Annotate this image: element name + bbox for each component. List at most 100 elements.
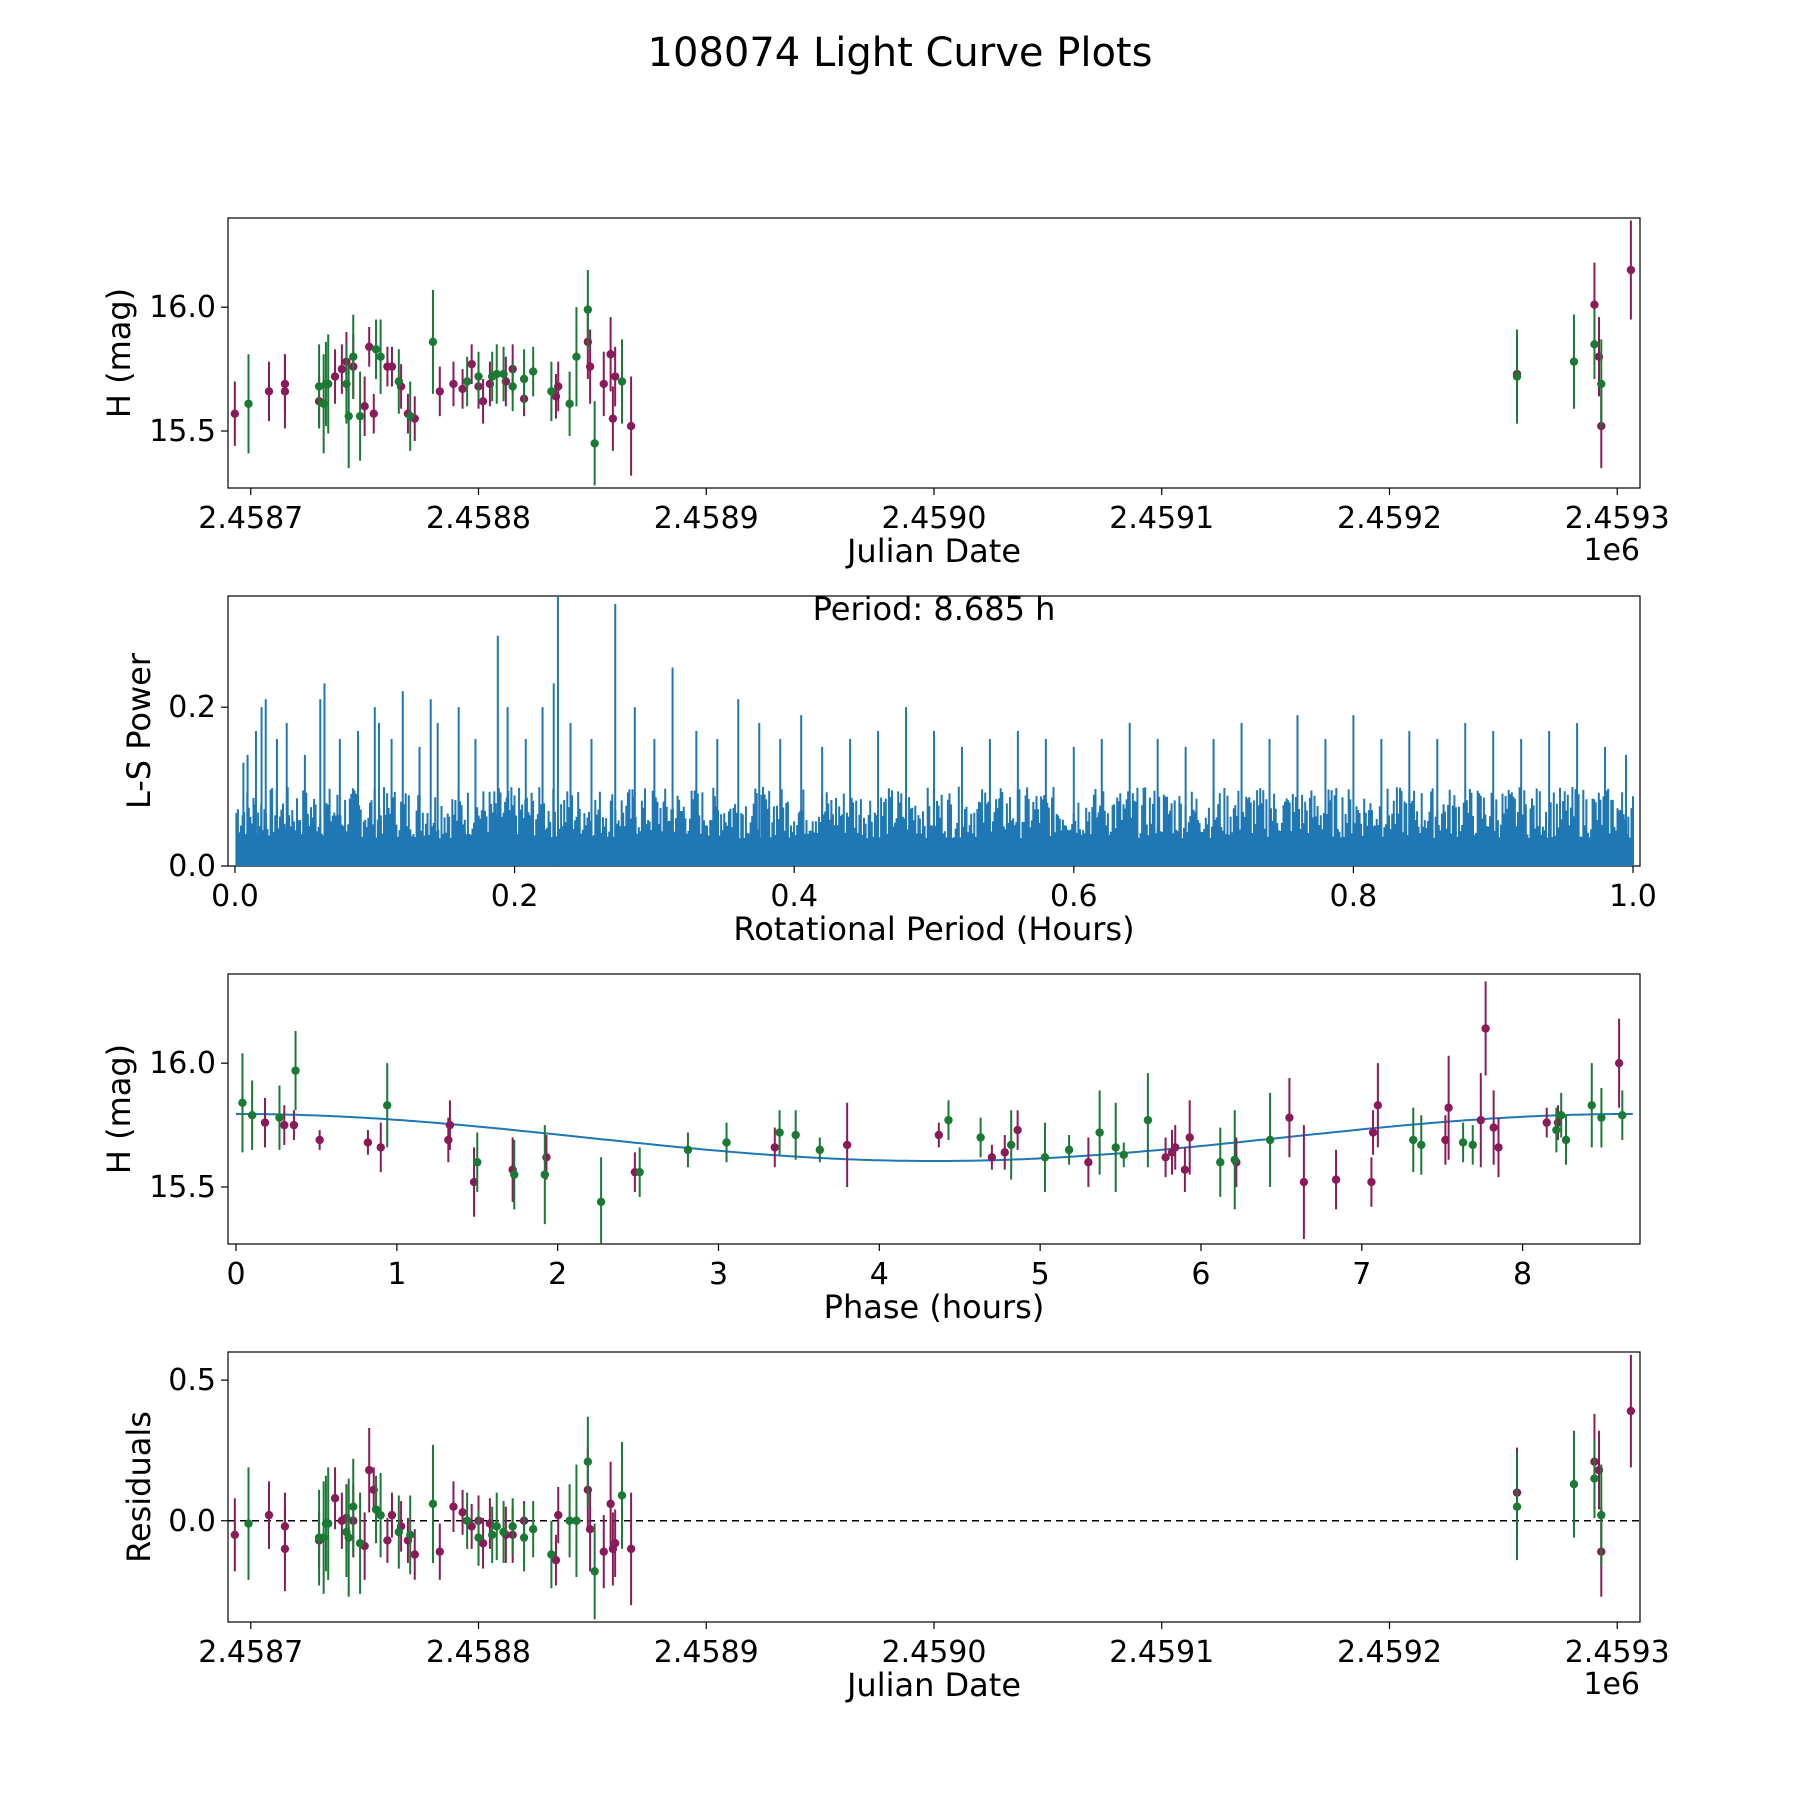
lightcurve-point xyxy=(554,382,563,391)
residuals-point xyxy=(585,1524,595,1534)
residuals-point xyxy=(1626,1406,1636,1416)
phase-point xyxy=(444,1135,453,1145)
residuals-point xyxy=(1569,1479,1579,1489)
phase-point xyxy=(1000,1148,1009,1157)
lightcurve-point xyxy=(230,409,240,418)
phase-point xyxy=(987,1153,997,1162)
lightcurve-point xyxy=(449,379,458,389)
residuals-point xyxy=(565,1516,574,1525)
residuals-point xyxy=(244,1519,253,1528)
phase-point xyxy=(1180,1165,1190,1174)
lightcurve-point xyxy=(462,377,472,386)
phase-point xyxy=(445,1120,455,1130)
residuals-point xyxy=(572,1516,581,1525)
phase-point xyxy=(1040,1153,1050,1162)
phase-ytick-label: 16.0 xyxy=(149,1046,216,1081)
lightcurve-point xyxy=(428,337,438,347)
residuals-point xyxy=(383,1536,392,1545)
residuals-xtick-label: 2.4591 xyxy=(1109,1635,1214,1670)
residuals-point xyxy=(467,1522,476,1531)
phase-point xyxy=(247,1110,257,1120)
lightcurve-point xyxy=(519,374,529,384)
lightcurve-point xyxy=(508,382,517,391)
phase-point xyxy=(683,1145,693,1155)
residuals-point xyxy=(583,1457,593,1466)
phase-point xyxy=(815,1145,825,1155)
residuals-point xyxy=(410,1550,419,1559)
periodogram-ticks: 0.0 0.2 0.4 0.6 0.8 1.0 0.0 0.2 xyxy=(168,690,1657,914)
lightcurve-point xyxy=(617,377,627,386)
lightcurve-xtick-label: 2.4593 xyxy=(1565,501,1670,536)
phase-point xyxy=(1216,1158,1225,1167)
periodogram-ytick-label: 0.2 xyxy=(168,690,216,725)
phase-point xyxy=(1265,1135,1275,1145)
residuals-xtick-label: 2.4587 xyxy=(198,1635,303,1670)
lightcurve-point xyxy=(474,372,483,381)
phase-point xyxy=(770,1143,779,1152)
lightcurve-xtick-label: 2.4589 xyxy=(654,501,759,536)
residuals-point xyxy=(371,1505,381,1514)
phase-point xyxy=(291,1066,300,1075)
lightcurve-point xyxy=(478,397,488,406)
phase-xtick-label: 1 xyxy=(387,1257,406,1292)
phase-point xyxy=(1084,1158,1093,1167)
residuals-point xyxy=(330,1494,340,1503)
lightcurve-point xyxy=(244,399,253,408)
phase-point xyxy=(791,1130,800,1140)
residuals-xtick-label: 2.4592 xyxy=(1337,1635,1442,1670)
periodogram-xtick-label: 0.8 xyxy=(1330,879,1378,914)
phase-ytick-label: 15.5 xyxy=(149,1170,216,1205)
residuals-point xyxy=(1590,1474,1599,1483)
lightcurve-ytick-label: 16.0 xyxy=(149,290,216,325)
phase-point xyxy=(1013,1125,1022,1135)
residuals-point xyxy=(365,1465,374,1475)
phase-point xyxy=(473,1158,482,1167)
lightcurve-point xyxy=(1569,357,1579,366)
residuals-xtick-label: 2.4588 xyxy=(426,1635,531,1670)
phase-xtick-label: 7 xyxy=(1352,1257,1371,1292)
figure-title: 108074 Light Curve Plots xyxy=(648,30,1153,76)
lightcurve-point xyxy=(547,387,556,396)
phase-point xyxy=(363,1138,373,1147)
residuals-point xyxy=(428,1499,438,1509)
periodogram-xtick-label: 0.6 xyxy=(1050,879,1098,914)
residuals-xtick-label: 2.4593 xyxy=(1565,1635,1670,1670)
residuals-panel: 2.4587 2.4588 2.4589 2.4590 2.4591 2.4592 2.45… xyxy=(120,1351,1670,1704)
lightcurve-point xyxy=(626,421,636,431)
lightcurve-point xyxy=(1590,340,1599,349)
lightcurve-ytick-label: 15.5 xyxy=(149,414,216,449)
lightcurve-point xyxy=(264,387,274,396)
phase-point xyxy=(1417,1140,1426,1150)
phase-point xyxy=(1111,1143,1120,1152)
lightcurve-point xyxy=(387,362,397,371)
phase-point xyxy=(1444,1103,1453,1112)
phase-point xyxy=(934,1130,944,1140)
residuals-point xyxy=(344,1533,353,1542)
lightcurve-point xyxy=(1512,372,1522,381)
periodogram-xtick-label: 1.0 xyxy=(1609,879,1657,914)
residuals-point xyxy=(1597,1510,1606,1520)
phase-ylabel: H (mag) xyxy=(100,1044,138,1174)
lightcurve-point xyxy=(371,345,381,354)
phase-point xyxy=(1481,1024,1490,1033)
lightcurve-xtick-label: 2.4591 xyxy=(1109,501,1214,536)
phase-point xyxy=(1476,1115,1485,1125)
phase-point xyxy=(1367,1177,1376,1187)
phase-point xyxy=(1542,1118,1551,1127)
phase-point xyxy=(383,1101,392,1110)
residuals-point xyxy=(458,1508,467,1517)
phase-xtick-label: 3 xyxy=(709,1257,728,1292)
residuals-point xyxy=(349,1502,358,1511)
phase-point xyxy=(1458,1138,1468,1147)
lightcurve-point xyxy=(1590,300,1599,309)
periodogram-xtick-label: 0.4 xyxy=(770,879,818,914)
lightcurve-xtick-label: 2.4592 xyxy=(1337,501,1442,536)
lightcurve-marks xyxy=(230,220,1636,486)
residuals-point xyxy=(617,1491,627,1500)
lightcurve-offset-label: 1e6 xyxy=(1583,533,1640,568)
phase-point xyxy=(1095,1128,1104,1137)
residuals-point xyxy=(324,1519,333,1528)
lightcurve-xtick-label: 2.4587 xyxy=(198,501,303,536)
residuals-point xyxy=(280,1522,290,1531)
